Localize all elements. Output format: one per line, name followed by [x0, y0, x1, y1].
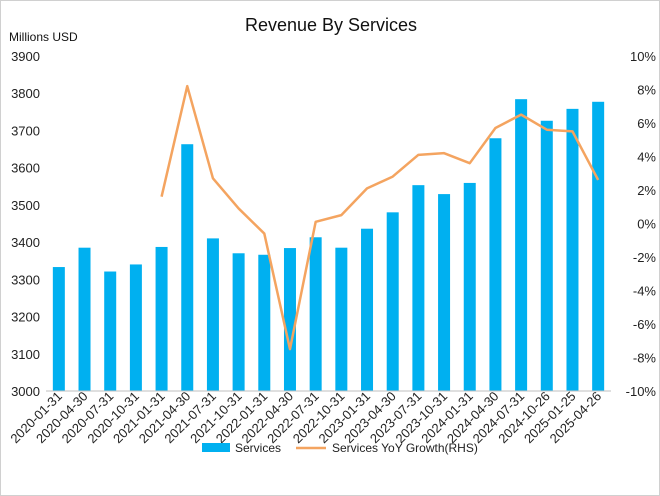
y2-tick-0%: 0% — [637, 217, 656, 232]
bar-2020-04-30 — [78, 247, 91, 391]
legend-label-services: Services — [235, 441, 281, 455]
bar-2022-01-31 — [258, 254, 271, 391]
bar-2022-07-31 — [309, 237, 322, 391]
y2-tick--2%: -2% — [633, 250, 657, 265]
bar-2023-01-31 — [361, 228, 374, 391]
bar-2021-04-30 — [181, 144, 194, 391]
y-tick-3800: 3800 — [11, 86, 40, 101]
chart-title: Revenue By Services — [245, 15, 417, 35]
bar-2025-04-26 — [592, 101, 605, 392]
bar-2023-04-30 — [386, 212, 399, 391]
y2-tick-8%: 8% — [637, 83, 656, 98]
category-axis-ticks: 2020-01-312020-04-302020-07-312020-10-31… — [7, 389, 604, 447]
bar-2021-07-31 — [206, 238, 219, 391]
y2-tick--4%: -4% — [633, 284, 657, 299]
y-tick-3400: 3400 — [11, 235, 40, 250]
bar-2021-01-31 — [155, 246, 168, 391]
bar-2020-10-31 — [129, 264, 142, 391]
bar-2020-01-31 — [52, 267, 65, 391]
y-axis-unit-label: Millions USD — [9, 30, 78, 44]
growth-line-layer — [160, 84, 600, 351]
bar-2023-07-31 — [412, 185, 425, 391]
y2-tick-10%: 10% — [630, 49, 656, 64]
bar-2020-07-31 — [104, 271, 117, 391]
bar-2024-01-31 — [463, 182, 476, 391]
bar-2025-01-25 — [566, 108, 579, 391]
y-tick-3300: 3300 — [11, 272, 40, 287]
y-tick-3000: 3000 — [11, 384, 40, 399]
y2-tick-2%: 2% — [637, 183, 656, 198]
bar-2022-04-30 — [283, 248, 296, 391]
y2-tick--8%: -8% — [633, 351, 657, 366]
y-tick-3700: 3700 — [11, 123, 40, 138]
y2-tick-4%: 4% — [637, 150, 656, 165]
y-tick-3600: 3600 — [11, 161, 40, 176]
left-axis-ticks: 3000 3100 3200 3300 3400 3500 3600 3700 3800 3900 — [11, 49, 40, 399]
y-tick-3500: 3500 — [11, 198, 40, 213]
bar-2022-10-31 — [335, 247, 348, 391]
chart-legend: Services Services YoY Growth(RHS) — [202, 441, 478, 455]
y2-tick--6%: -6% — [633, 317, 657, 332]
bar-2024-07-31 — [515, 99, 528, 391]
y-tick-3100: 3100 — [11, 347, 40, 362]
y2-tick--10%: -10% — [626, 384, 657, 399]
y-tick-3200: 3200 — [11, 310, 40, 325]
y-tick-3900: 3900 — [11, 49, 40, 64]
growth-line — [160, 84, 600, 351]
bar-2024-10-26 — [540, 120, 553, 392]
legend-swatch-services — [202, 443, 230, 452]
legend-label-growth: Services YoY Growth(RHS) — [332, 441, 478, 455]
bar-2024-04-30 — [489, 138, 502, 391]
y2-tick-6%: 6% — [637, 116, 656, 131]
right-axis-ticks: -10% -8% -6% -4% -2% 0% 2% 4% 6% 8% 10% — [626, 49, 657, 399]
bar-2023-10-31 — [438, 194, 451, 391]
services-bars — [52, 99, 605, 392]
bar-2021-10-31 — [232, 253, 245, 391]
